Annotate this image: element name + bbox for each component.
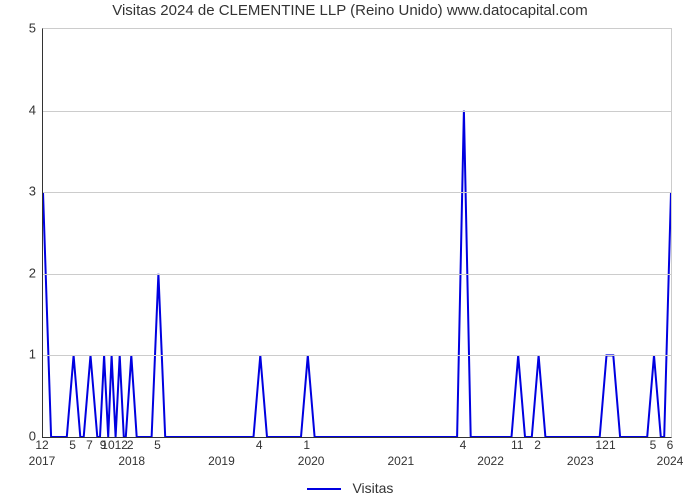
- x-year-label: 2017: [29, 454, 56, 468]
- x-year-label: 2019: [208, 454, 235, 468]
- x-point-label: 2: [534, 438, 541, 452]
- x-point-label: 2: [127, 438, 134, 452]
- y-axis-labels: 012345: [0, 28, 40, 438]
- gridline: [43, 355, 671, 356]
- x-year-label: 2024: [657, 454, 684, 468]
- chart-title: Visitas 2024 de CLEMENTINE LLP (Reino Un…: [0, 2, 700, 19]
- legend-swatch: [307, 488, 341, 490]
- plot-area: [42, 28, 672, 438]
- x-year-label: 2023: [567, 454, 594, 468]
- x-point-label: 1: [609, 438, 616, 452]
- x-point-label: 4: [256, 438, 263, 452]
- x-point-label: 12: [595, 438, 608, 452]
- line-series: [43, 29, 671, 437]
- y-tick-label: 5: [2, 21, 36, 36]
- x-year-label: 2022: [477, 454, 504, 468]
- x-point-label: 1012: [101, 438, 128, 452]
- y-tick-label: 1: [2, 347, 36, 362]
- x-year-label: 2020: [298, 454, 325, 468]
- x-point-label: 6: [667, 438, 674, 452]
- x-point-label: 1: [303, 438, 310, 452]
- gridline: [43, 274, 671, 275]
- y-tick-label: 0: [2, 429, 36, 444]
- x-point-label: 5: [154, 438, 161, 452]
- x-year-label: 2021: [387, 454, 414, 468]
- x-point-label: 5: [650, 438, 657, 452]
- x-year-label: 2018: [118, 454, 145, 468]
- gridline: [43, 111, 671, 112]
- x-point-label: 11: [511, 438, 523, 452]
- legend-label: Visitas: [352, 480, 393, 496]
- legend: Visitas: [0, 480, 700, 496]
- gridline: [43, 192, 671, 193]
- y-tick-label: 2: [2, 265, 36, 280]
- x-point-label: 5: [69, 438, 76, 452]
- x-axis-labels: 2017201820192020202120222023202412579101…: [42, 438, 672, 478]
- y-tick-label: 4: [2, 102, 36, 117]
- x-point-label: 4: [460, 438, 467, 452]
- y-tick-label: 3: [2, 184, 36, 199]
- x-point-label: 7: [86, 438, 93, 452]
- x-point-label: 12: [35, 438, 48, 452]
